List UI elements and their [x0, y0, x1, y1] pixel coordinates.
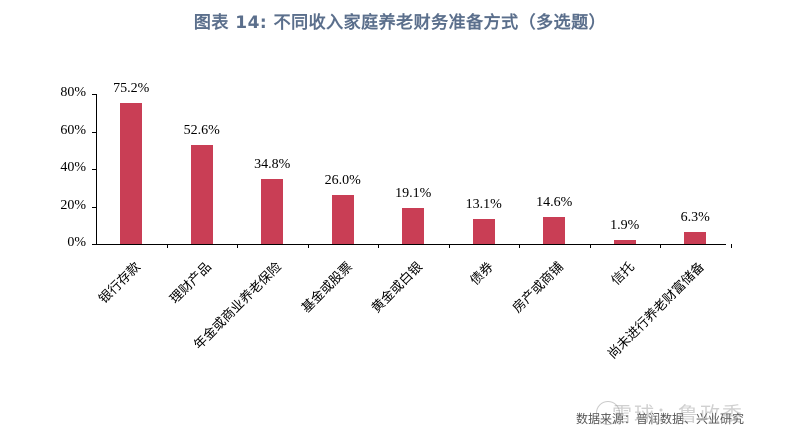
x-tick-mark [448, 244, 450, 248]
bar [472, 219, 495, 244]
y-tick-label: 60% [60, 122, 86, 138]
data-source-note: 数据来源：普润数据、兴业研究 [576, 412, 745, 426]
bar [190, 145, 213, 244]
bar-value-label: 19.1% [395, 186, 432, 202]
y-axis-line [96, 94, 97, 245]
bar [261, 178, 284, 244]
y-tick-mark [92, 169, 96, 170]
y-tick-label: 20% [60, 197, 86, 213]
x-tick-mark [166, 244, 168, 248]
bar-value-label: 34.8% [254, 156, 291, 172]
x-category-label: 理财产品 [167, 259, 215, 307]
x-category-label: 债券 [467, 259, 497, 289]
x-tick-mark [378, 244, 379, 248]
x-tick-mark [307, 244, 309, 248]
x-tick-mark [589, 244, 591, 248]
x-category-label: 基金或股票 [298, 259, 356, 317]
watermark: 雪球：鲁政委 [612, 402, 744, 426]
y-tick-mark [92, 94, 96, 95]
bar [402, 208, 425, 244]
x-category-label: 银行存款 [96, 259, 144, 307]
y-tick-mark [92, 244, 96, 245]
bar [331, 195, 354, 244]
bar-value-label: 26.0% [324, 173, 361, 189]
x-axis-line [96, 244, 726, 245]
x-category-label: 房产或商铺 [510, 259, 567, 317]
y-tick-label: 80% [60, 85, 86, 100]
y-tick-label: 40% [60, 160, 86, 175]
bar [543, 216, 566, 244]
bar-value-label: 6.3% [680, 210, 710, 226]
bar-value-label: 13.1% [465, 197, 502, 213]
bar [684, 232, 707, 244]
bar [120, 103, 143, 244]
x-tick-mark [519, 244, 520, 248]
x-tick-mark [730, 244, 732, 248]
bar-value-label: 52.6% [183, 123, 220, 139]
x-tick-mark [237, 244, 238, 248]
x-tick-mark [660, 244, 661, 248]
bar-value-label: 1.9% [610, 218, 640, 234]
y-tick-mark [92, 206, 96, 208]
x-category-label: 信托 [608, 259, 638, 289]
bar-value-label: 75.2% [113, 81, 150, 96]
y-tick-label: 0% [67, 235, 86, 250]
bar [613, 240, 636, 244]
y-tick-mark [92, 131, 96, 133]
bar-value-label: 14.6% [536, 194, 573, 210]
watermark-logo-icon [596, 401, 620, 425]
x-category-label: 黄金或白银 [369, 259, 426, 317]
chart-title: 图表 14: 不同收入家庭养老财务准备方式（多选题） [193, 13, 607, 33]
